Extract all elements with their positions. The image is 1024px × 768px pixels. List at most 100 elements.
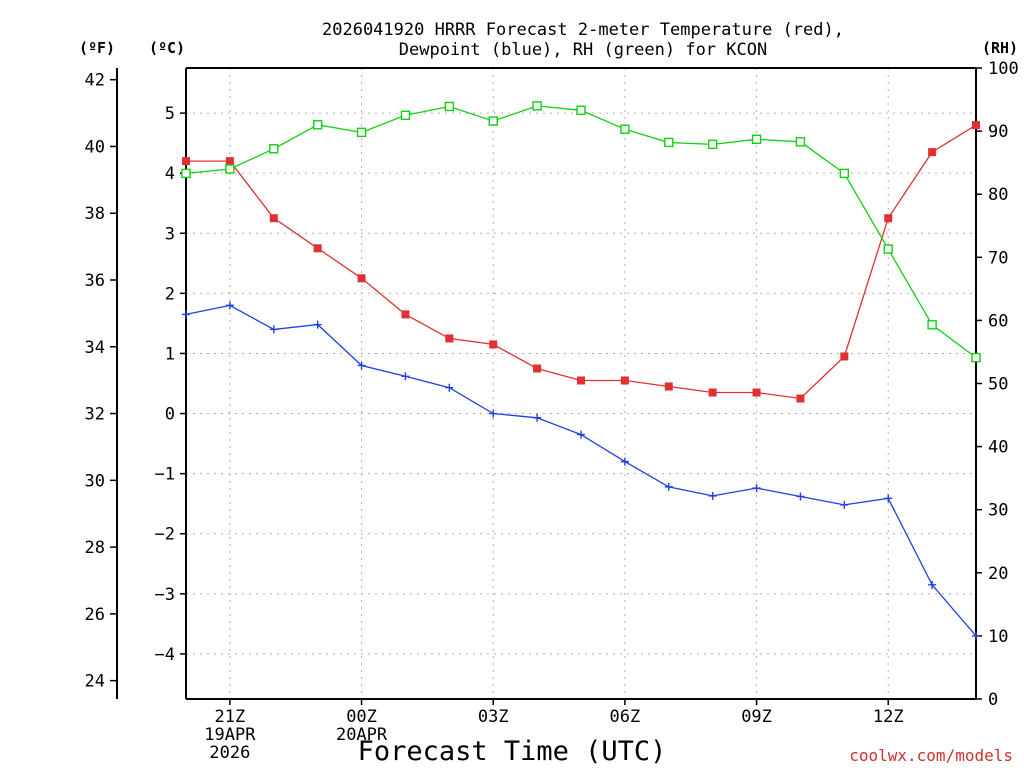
rh-tick-label: 100: [988, 59, 1019, 79]
x-tick-label: 03Z: [478, 707, 509, 727]
celsius-tick-label: −1: [155, 465, 175, 485]
chart-title-line-2: Dewpoint (blue), RH (green) for KCON: [399, 40, 767, 60]
temperature-point: [489, 340, 498, 349]
temperature-point: [972, 121, 980, 130]
fahrenheit-tick-label: 28: [85, 538, 105, 558]
dewpoint-point: [840, 500, 849, 509]
dewpoint-point: [708, 491, 717, 500]
temperature-point: [708, 388, 717, 397]
dewpoint-point: [752, 484, 761, 493]
celsius-tick-label: 1: [165, 344, 175, 364]
fahrenheit-tick-label: 34: [85, 338, 105, 358]
celsius-tick-label: 4: [165, 164, 175, 184]
dewpoint-point: [620, 457, 629, 466]
dewpoint-point: [577, 430, 585, 439]
x-tick-date-label: 19APR: [204, 725, 256, 745]
temperature-point: [401, 310, 410, 319]
fahrenheit-tick-label: 32: [85, 405, 105, 425]
rh-point: [312, 120, 323, 130]
rh-point: [927, 320, 937, 330]
fahrenheit-tick-label: 38: [85, 204, 105, 224]
dewpoint-point: [928, 580, 937, 589]
rh-point: [400, 110, 411, 121]
rh-tick-label: 80: [988, 185, 1008, 205]
rh-tick-label: 60: [988, 311, 1008, 331]
unit-label-fahrenheit: (ºF): [79, 39, 115, 57]
grid-lines: [186, 68, 976, 699]
axes: 42403836343230282624543210−1−2−3−4100908…: [85, 59, 1019, 763]
celsius-tick-label: 2: [165, 284, 175, 304]
rh-point: [664, 137, 674, 148]
rh-point: [444, 101, 455, 112]
dewpoint-point: [489, 409, 498, 418]
rh-point: [269, 144, 279, 154]
rh-tick-label: 20: [988, 564, 1008, 584]
x-axis-label: Forecast Time (UTC): [358, 736, 667, 767]
temperature-point: [928, 148, 937, 157]
x-tick-date-label: 2026: [209, 743, 250, 763]
temperature-point: [182, 157, 190, 166]
rh-tick-label: 0: [988, 690, 998, 710]
data-series: [181, 101, 981, 640]
fahrenheit-tick-label: 26: [85, 605, 105, 625]
x-tick-label: 21Z: [215, 707, 246, 727]
rh-tick-label: 90: [988, 122, 1008, 142]
x-tick-label: 06Z: [610, 707, 641, 727]
fahrenheit-tick-label: 30: [85, 471, 105, 491]
temperature-point: [445, 334, 454, 343]
dewpoint-point: [357, 361, 366, 370]
temperature-point: [752, 388, 761, 397]
rh-point: [532, 101, 542, 111]
fahrenheit-tick-label: 36: [85, 271, 105, 291]
temperature-point: [533, 364, 542, 373]
rh-tick-label: 30: [988, 501, 1008, 521]
celsius-tick-label: −3: [155, 585, 175, 605]
rh-point: [751, 134, 762, 145]
temperature-point: [313, 244, 322, 253]
celsius-tick-label: 5: [165, 104, 175, 124]
rh-point: [576, 105, 586, 115]
dewpoint-point: [182, 310, 190, 319]
rh-point: [795, 137, 806, 147]
temperature-point: [577, 376, 585, 385]
rh-point: [839, 168, 850, 179]
dewpoint-point: [313, 320, 322, 329]
dewpoint-point: [796, 492, 805, 501]
temperature-point: [884, 214, 893, 223]
temperature-point: [225, 157, 234, 166]
celsius-tick-label: 0: [165, 405, 175, 425]
dewpoint-point: [533, 413, 542, 422]
temperature-point: [357, 274, 366, 283]
fahrenheit-tick-label: 42: [85, 71, 105, 91]
rh-point: [225, 164, 235, 174]
dewpoint-point: [972, 631, 980, 640]
dewpoint-point: [884, 494, 893, 503]
rh-point: [971, 352, 981, 363]
rh-point: [883, 244, 893, 254]
rh-tick-label: 10: [988, 627, 1008, 647]
x-tick-label: 00Z: [346, 707, 377, 727]
temperature-point: [269, 214, 278, 223]
rh-tick-label: 40: [988, 438, 1008, 458]
source-watermark: coolwx.com/models: [849, 746, 1013, 765]
unit-label-celsius: (ºC): [149, 39, 185, 57]
chart-title-line-1: 2026041920 HRRR Forecast 2-meter Tempera…: [322, 20, 844, 40]
x-tick-label: 12Z: [873, 707, 904, 727]
dewpoint-point: [269, 325, 278, 334]
x-tick-date-label: 20APR: [336, 725, 388, 745]
rh-tick-label: 50: [988, 375, 1008, 395]
celsius-tick-label: −2: [155, 525, 175, 545]
rh-point: [707, 139, 718, 150]
rh-point: [181, 168, 191, 179]
temperature-point: [620, 376, 629, 385]
x-tick-label: 09Z: [741, 707, 772, 727]
dewpoint-point: [445, 383, 454, 392]
celsius-tick-label: −4: [155, 645, 175, 665]
dewpoint-point: [401, 372, 410, 381]
rh-point: [620, 124, 630, 134]
temperature-point: [840, 352, 849, 361]
unit-label-rh: (RH): [982, 39, 1018, 57]
rh-point: [356, 127, 367, 138]
temperature-point: [664, 382, 673, 391]
